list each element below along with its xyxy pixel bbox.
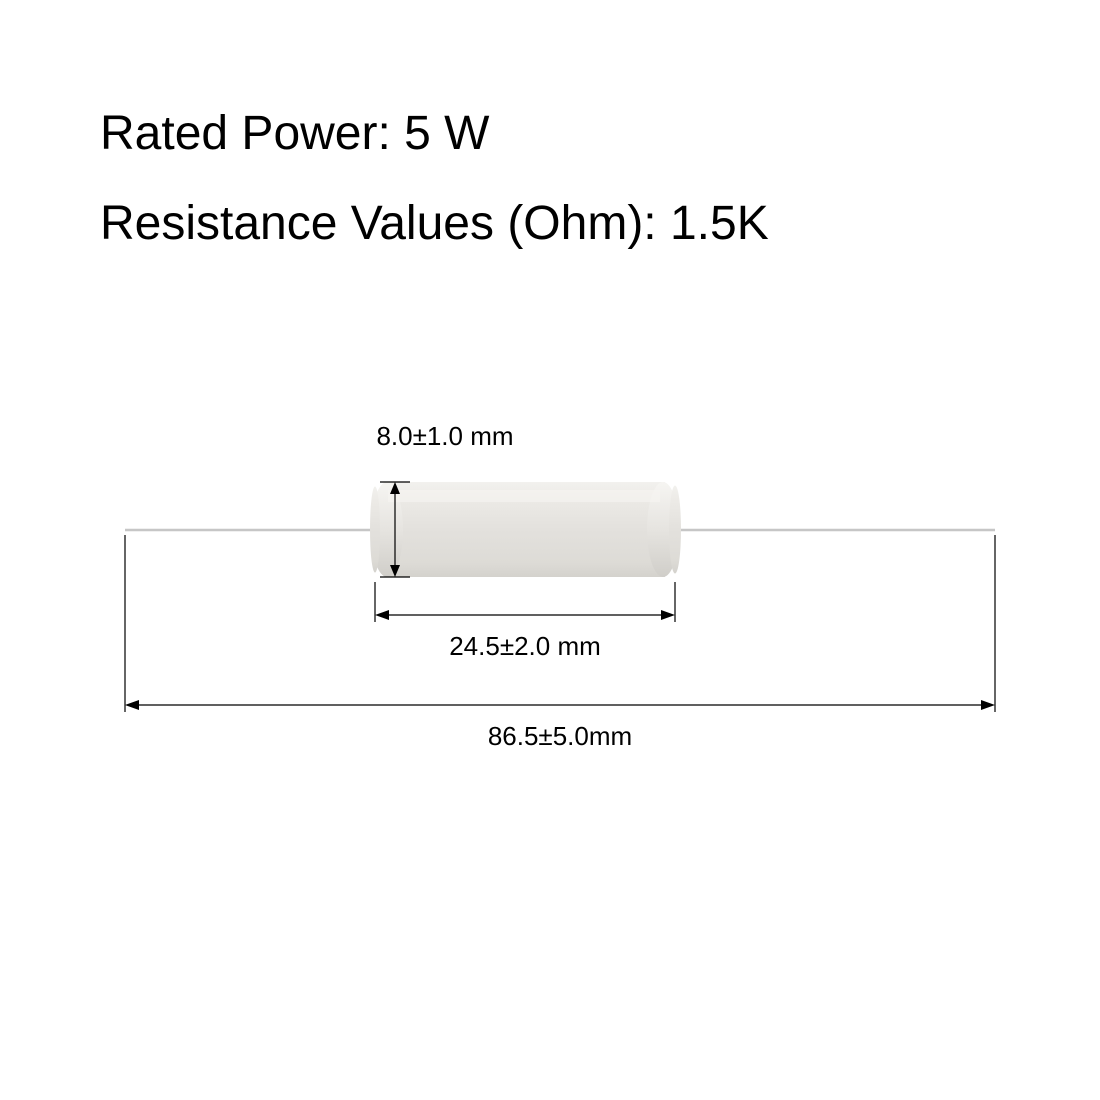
- resistor-body: [370, 482, 681, 577]
- dim-body-length-label: 24.5±2.0 mm: [449, 631, 601, 661]
- dim-overall-length-label: 86.5±5.0mm: [488, 721, 632, 751]
- dimension-body-length: 24.5±2.0 mm: [375, 582, 675, 661]
- dim-diameter-label: 8.0±1.0 mm: [376, 421, 513, 451]
- resistor-diagram: 8.0±1.0 mm 24.5±2.0 mm: [0, 0, 1100, 1100]
- page-container: Rated Power: 5 W Resistance Values (Ohm)…: [0, 0, 1100, 1100]
